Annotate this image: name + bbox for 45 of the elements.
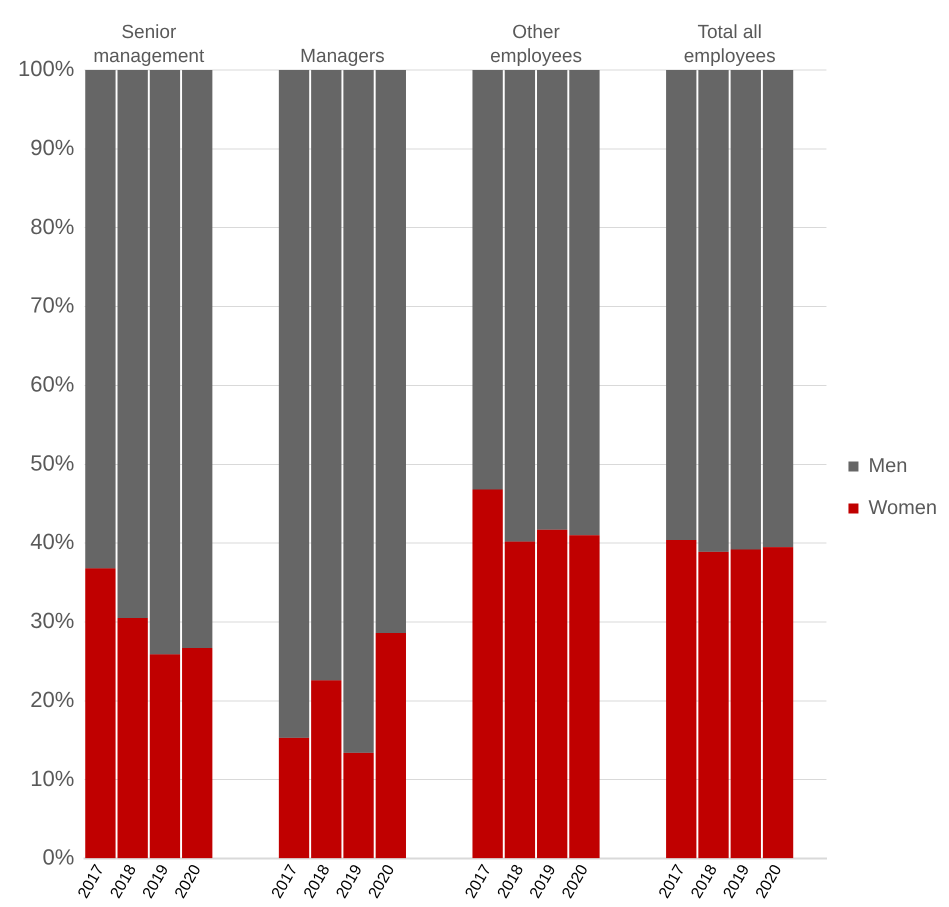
bar	[85, 568, 116, 858]
y-tick-label: 70%	[30, 292, 74, 318]
bar	[569, 70, 600, 536]
y-tick-label: 100%	[18, 56, 74, 82]
y-tick-label: 60%	[30, 371, 74, 396]
bar	[343, 70, 374, 753]
bar	[666, 70, 696, 540]
bar	[182, 70, 212, 648]
y-tick-label: 20%	[30, 686, 74, 712]
legend-label: Men	[868, 455, 908, 478]
y-tick-label: 90%	[30, 134, 74, 160]
bar	[762, 70, 794, 548]
bar	[376, 70, 406, 634]
y-tick-label: 50%	[30, 450, 74, 476]
bar	[537, 70, 568, 530]
y-tick-label: 0%	[42, 844, 74, 870]
y-tick-label: 10%	[30, 766, 74, 791]
bar	[730, 549, 761, 858]
bar	[730, 70, 761, 550]
legend-label: Women	[868, 497, 937, 520]
bar	[762, 547, 794, 858]
bar	[698, 552, 729, 858]
bar	[278, 70, 310, 738]
bar	[376, 633, 406, 858]
bar	[698, 70, 729, 552]
bar	[569, 535, 600, 858]
bar	[150, 70, 180, 654]
bar	[182, 648, 212, 858]
text: Managers	[300, 46, 385, 67]
bar	[118, 70, 148, 618]
text: Other employees	[490, 22, 582, 67]
bar	[666, 540, 696, 858]
bar	[150, 654, 180, 858]
y-tick-label: 40%	[30, 529, 74, 554]
bar	[311, 680, 342, 858]
bar	[537, 530, 568, 858]
bar	[311, 70, 342, 680]
y-tick-label: 30%	[30, 608, 74, 634]
bar	[278, 738, 310, 858]
y-tick-label: 80%	[30, 214, 74, 239]
text: Total all employees	[684, 22, 776, 67]
bar	[343, 752, 374, 858]
bar	[85, 70, 116, 568]
text: Senior management	[93, 22, 205, 67]
bar	[118, 618, 148, 858]
